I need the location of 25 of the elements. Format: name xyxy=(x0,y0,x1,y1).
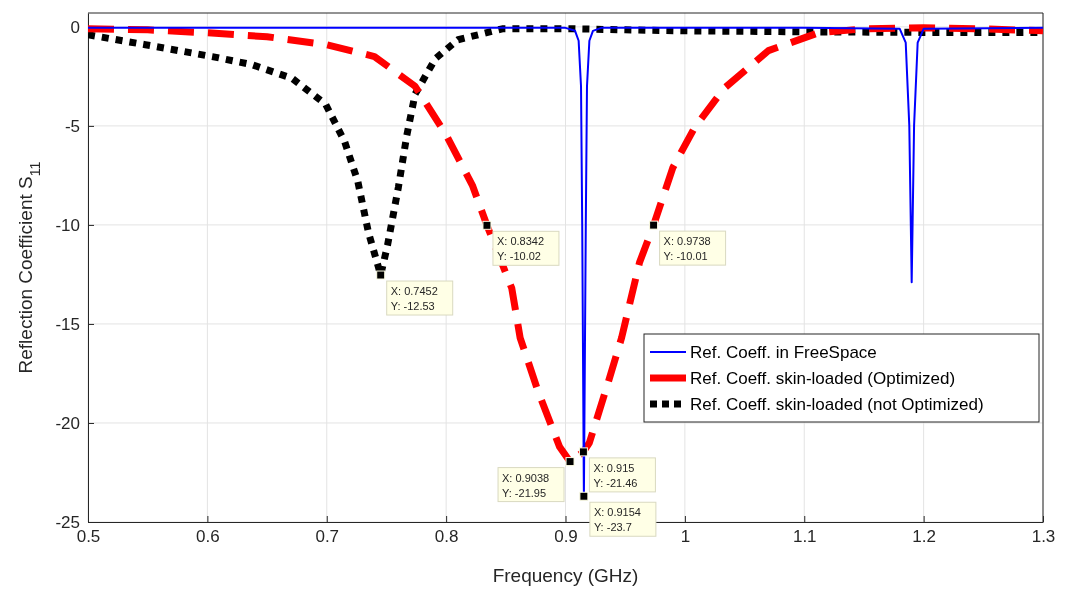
x-tick-label: 1.3 xyxy=(1031,527,1056,547)
x-tick-label: 0.7 xyxy=(315,527,340,547)
y-tick-label: -5 xyxy=(64,116,80,136)
legend-label: Ref. Coeff. skin-loaded (not Optimized) xyxy=(690,395,984,414)
x-tick-label: 0.6 xyxy=(196,527,220,547)
annotation: X: 0.9154 Y: -23.7 xyxy=(593,506,641,534)
annotation: X: 0.915 Y: -21.46 xyxy=(593,461,638,489)
y-tick-label: 0 xyxy=(70,17,80,37)
annotation: X: 0.8342 Y: -10.02 xyxy=(496,235,545,263)
x-tick-label: 1 xyxy=(680,527,691,547)
legend-label: Ref. Coeff. skin-loaded (Optimized) xyxy=(690,369,956,388)
annotation: X: 0.9038 Y: -21.95 xyxy=(502,471,550,499)
x-tick-label: 1.2 xyxy=(912,527,936,547)
legend-label: Ref. Coeff. in FreeSpace xyxy=(690,343,877,362)
annotation: X: 0.9738 Y: -10.01 xyxy=(663,235,711,263)
annotation: X: 0.7452 Y: -12.53 xyxy=(390,285,438,313)
x-tick-label: 0.5 xyxy=(76,527,101,547)
x-tick-label: 0.9 xyxy=(554,527,578,547)
y-tick-label: -20 xyxy=(55,413,80,433)
y-tick-label: -10 xyxy=(55,215,80,235)
y-tick-label: -15 xyxy=(55,314,80,334)
x-tick-label: 1.1 xyxy=(792,527,817,547)
point xyxy=(376,270,386,280)
x-tick-label: 0.8 xyxy=(434,527,459,547)
x-axis-title: Frequency (GHz) xyxy=(492,565,639,586)
